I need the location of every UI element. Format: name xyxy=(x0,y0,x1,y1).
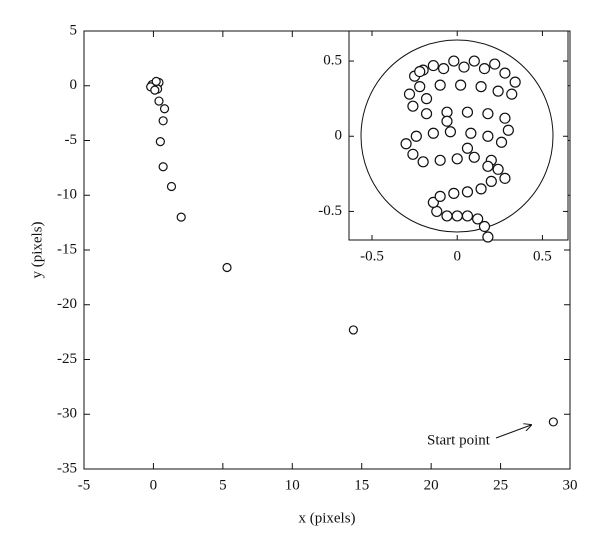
x-tick-label: 25 xyxy=(493,477,508,493)
point xyxy=(444,126,457,138)
x-tick-label: -0.5 xyxy=(360,248,384,264)
point xyxy=(482,160,494,172)
point xyxy=(506,88,518,100)
point xyxy=(478,220,491,233)
point xyxy=(407,148,419,160)
boundary-circle xyxy=(360,39,554,233)
y-tick-label: -20 xyxy=(57,296,77,312)
point xyxy=(461,142,474,154)
y-tick-label: 0.5 xyxy=(323,53,342,69)
point xyxy=(472,213,484,225)
point xyxy=(434,190,446,202)
point xyxy=(410,130,422,142)
annotation-arrow xyxy=(495,425,531,439)
point xyxy=(155,136,165,147)
point xyxy=(158,116,168,126)
point xyxy=(448,55,460,67)
point xyxy=(159,104,170,114)
point xyxy=(482,130,494,142)
x-tick-label: 15 xyxy=(354,477,369,493)
point xyxy=(499,172,511,184)
point xyxy=(465,127,477,139)
point xyxy=(499,112,511,124)
point xyxy=(492,85,504,97)
point xyxy=(420,108,433,120)
point xyxy=(448,187,460,199)
point xyxy=(485,175,497,187)
point xyxy=(420,93,433,105)
point xyxy=(468,151,480,163)
point xyxy=(489,58,501,70)
point xyxy=(509,76,521,88)
point xyxy=(158,162,168,172)
x-tick-label: -5 xyxy=(78,477,91,493)
y-tick-label: 5 xyxy=(70,22,78,38)
y-tick-label: 0 xyxy=(335,128,343,144)
point xyxy=(407,100,419,112)
point xyxy=(222,262,232,273)
point xyxy=(482,231,494,243)
point xyxy=(403,88,416,100)
point xyxy=(458,61,470,73)
point xyxy=(451,210,463,222)
point xyxy=(461,106,474,118)
annotation: Start point xyxy=(427,432,491,448)
x-axis-label: x (pixels) xyxy=(298,510,355,526)
point xyxy=(414,81,426,93)
point xyxy=(150,85,160,95)
point xyxy=(166,181,177,192)
point xyxy=(348,325,358,335)
x-tick-label: 10 xyxy=(285,477,300,493)
y-tick-label: -0.5 xyxy=(318,203,342,219)
point xyxy=(427,127,439,139)
point xyxy=(417,156,429,168)
x-tick-label: 0 xyxy=(150,477,158,493)
y-tick-label: -15 xyxy=(57,241,77,257)
point xyxy=(434,154,446,166)
point xyxy=(461,186,474,198)
x-tick-label: 5 xyxy=(219,477,227,493)
point xyxy=(154,96,164,106)
point xyxy=(427,59,439,72)
point xyxy=(414,65,426,78)
point xyxy=(455,79,467,91)
point xyxy=(461,210,474,222)
y-tick-label: -5 xyxy=(65,132,78,148)
point xyxy=(176,212,186,222)
x-tick-label: 0 xyxy=(453,248,461,264)
point xyxy=(400,138,412,150)
point xyxy=(451,153,463,165)
y-tick-label: -25 xyxy=(57,351,77,367)
x-tick-label: 20 xyxy=(424,477,439,493)
point xyxy=(441,210,453,222)
point xyxy=(548,417,558,427)
y-axis-label: y (pixels) xyxy=(29,221,45,278)
point xyxy=(478,62,491,75)
point xyxy=(468,55,480,67)
point xyxy=(434,79,446,91)
y-tick-label: -30 xyxy=(57,406,77,422)
y-tick-label: -10 xyxy=(57,187,77,203)
point xyxy=(151,76,161,86)
point xyxy=(437,62,450,75)
point xyxy=(475,81,487,93)
point xyxy=(441,115,453,127)
x-tick-label: 30 xyxy=(563,477,578,493)
y-tick-label: -35 xyxy=(57,460,77,476)
point xyxy=(502,124,514,136)
point xyxy=(482,108,494,120)
point xyxy=(475,183,487,195)
point xyxy=(492,163,504,175)
plot-area xyxy=(348,30,569,241)
x-tick-label: 0.5 xyxy=(533,248,552,264)
y-tick-label: 0 xyxy=(70,77,78,93)
point xyxy=(499,67,511,79)
point xyxy=(495,136,508,148)
